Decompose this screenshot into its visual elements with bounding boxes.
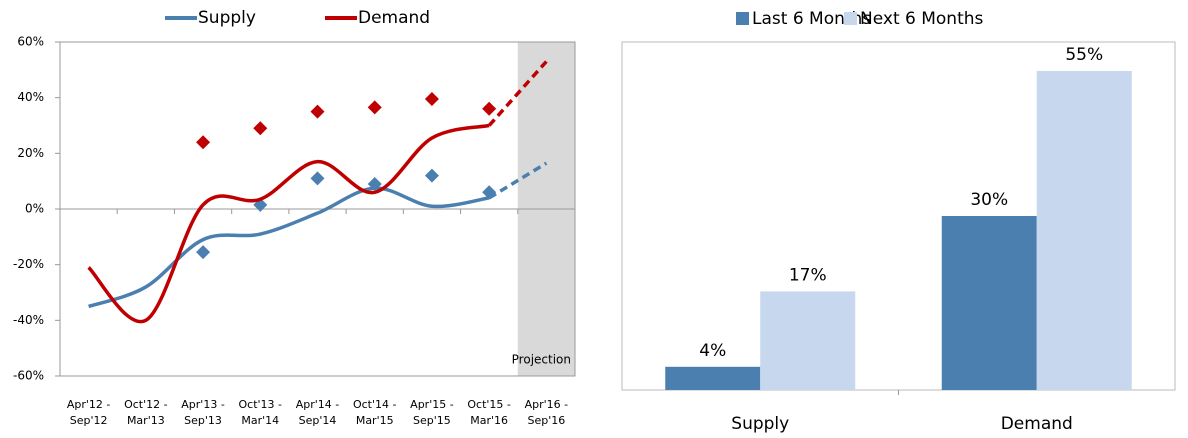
x-tick-label: Supply	[731, 414, 789, 434]
y-tick-label: 60%	[17, 35, 44, 49]
y-tick-label: 0%	[25, 202, 44, 216]
diamond-marker	[310, 171, 325, 186]
x-tick-label: Apr'12 - Sep'12	[66, 398, 111, 427]
diamond-marker	[367, 176, 382, 191]
legend-swatch	[736, 12, 749, 25]
legend-label: Supply	[198, 8, 256, 28]
y-tick-label: 20%	[17, 146, 44, 160]
diamond-marker	[367, 100, 382, 115]
x-tick-label: Oct'13 - Mar'14	[238, 398, 283, 427]
diamond-marker	[253, 121, 268, 136]
diamond-marker	[310, 104, 325, 119]
value-label: 30%	[970, 190, 1008, 210]
value-label: 17%	[789, 265, 827, 285]
legend-swatch	[844, 12, 857, 25]
diamond-marker	[482, 101, 497, 116]
diamond-marker	[196, 135, 211, 150]
x-tick-label: Oct'15 - Mar'16	[467, 398, 511, 427]
value-label: 55%	[1065, 45, 1103, 65]
y-tick-label: -40%	[13, 313, 44, 327]
x-tick-label: Demand	[1001, 414, 1073, 434]
diamond-marker	[196, 245, 211, 260]
y-tick-label: -60%	[13, 369, 44, 383]
diamond-marker	[424, 92, 439, 107]
value-label: 4%	[699, 341, 726, 361]
diamond-marker	[424, 168, 439, 183]
bar	[941, 216, 1037, 390]
x-tick-label: Apr'15 - Sep'15	[410, 398, 454, 427]
bar	[760, 291, 856, 390]
x-tick-label: Apr'14 - Sep'14	[295, 398, 340, 427]
projection-line	[488, 161, 548, 200]
y-tick-label: 40%	[17, 90, 44, 104]
legend-label: Demand	[358, 8, 430, 28]
x-tick-label: Oct'14 - Mar'15	[352, 398, 397, 427]
legend-label: Next 6 Months	[860, 9, 984, 29]
projection-line	[487, 60, 548, 127]
series-line	[88, 186, 490, 309]
legend-label: Last 6 Months	[752, 9, 871, 29]
bar	[665, 366, 761, 390]
bar	[1036, 71, 1132, 390]
x-tick-label: Oct'12 - Mar'13	[124, 398, 168, 427]
projection-label: Projection	[512, 353, 571, 367]
x-tick-label: Apr'13 - Sep'13	[181, 398, 225, 427]
y-tick-label: -20%	[13, 257, 44, 271]
diamond-marker	[482, 185, 497, 200]
series-line	[87, 123, 490, 324]
x-tick-label: Apr'16 - Sep'16	[524, 398, 569, 427]
